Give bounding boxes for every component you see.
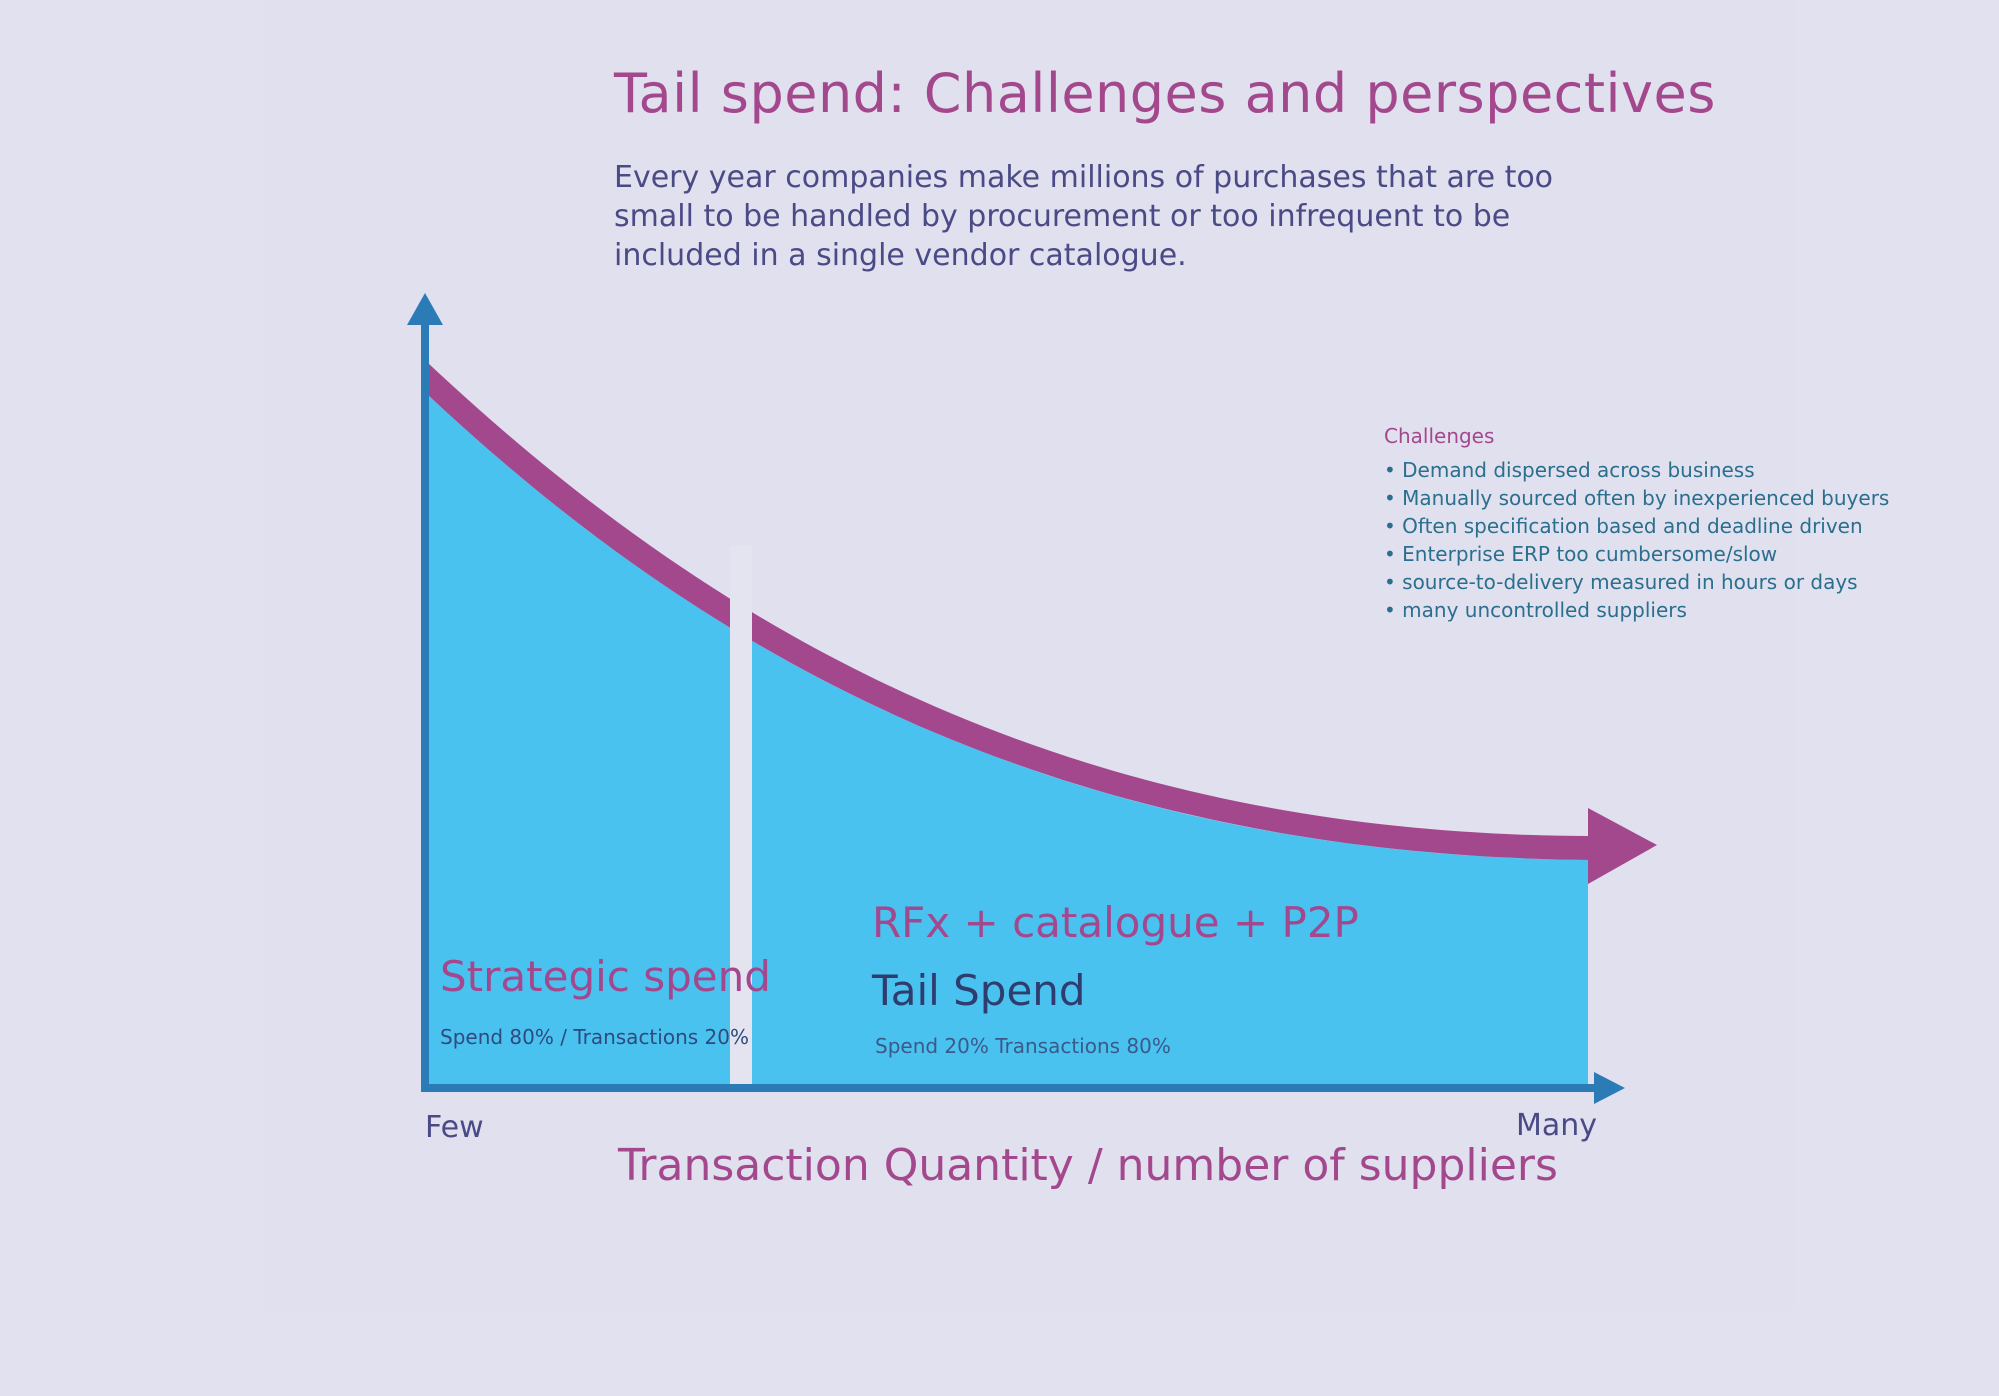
challenge-item: • many uncontrolled suppliers [1384, 598, 1687, 622]
tail-spend-label: Tail Spend [872, 966, 1086, 1015]
tail-spend-ratio: Spend 20% Transactions 80% [875, 1034, 1171, 1058]
challenge-item: • Demand dispersed across business [1384, 458, 1755, 482]
challenge-item: • Manually sourced often by inexperience… [1384, 486, 1890, 510]
strategic-spend-ratio: Spend 80% / Transactions 20% [440, 1025, 749, 1049]
curve-arrow-head [1588, 808, 1657, 884]
x-axis-arrow-icon [1594, 1072, 1625, 1104]
y-axis-arrow-icon [407, 293, 443, 325]
intro-paragraph: Every year companies make millions of pu… [614, 158, 1554, 275]
intro-line: Every year companies make millions of pu… [614, 160, 1554, 195]
challenges-title: Challenges [1384, 424, 1495, 448]
tail-approach-label: RFx + catalogue + P2P [872, 898, 1359, 947]
spend-curve-band [428, 363, 1590, 860]
intro-line: small to be handled by procurement or to… [614, 199, 1511, 234]
intro-line: included in a single vendor catalogue. [614, 238, 1187, 273]
challenge-item: • source-to-delivery measured in hours o… [1384, 570, 1858, 594]
challenges-list: Challenges • Demand dispersed across bus… [1384, 424, 1889, 624]
segment-divider [730, 545, 752, 1088]
x-axis-title: Transaction Quantity / number of supplie… [618, 1140, 1558, 1191]
challenge-item: • Enterprise ERP too cumbersome/slow [1384, 542, 1778, 566]
strategic-spend-label: Strategic spend [440, 952, 771, 1001]
spend-area [428, 395, 1588, 1088]
page-title: Tail spend: Challenges and perspectives [614, 62, 1716, 125]
x-axis-start-label: Few [425, 1110, 484, 1145]
challenge-item: • Often specification based and deadline… [1384, 514, 1863, 538]
x-axis-end-label: Many [1516, 1108, 1598, 1143]
